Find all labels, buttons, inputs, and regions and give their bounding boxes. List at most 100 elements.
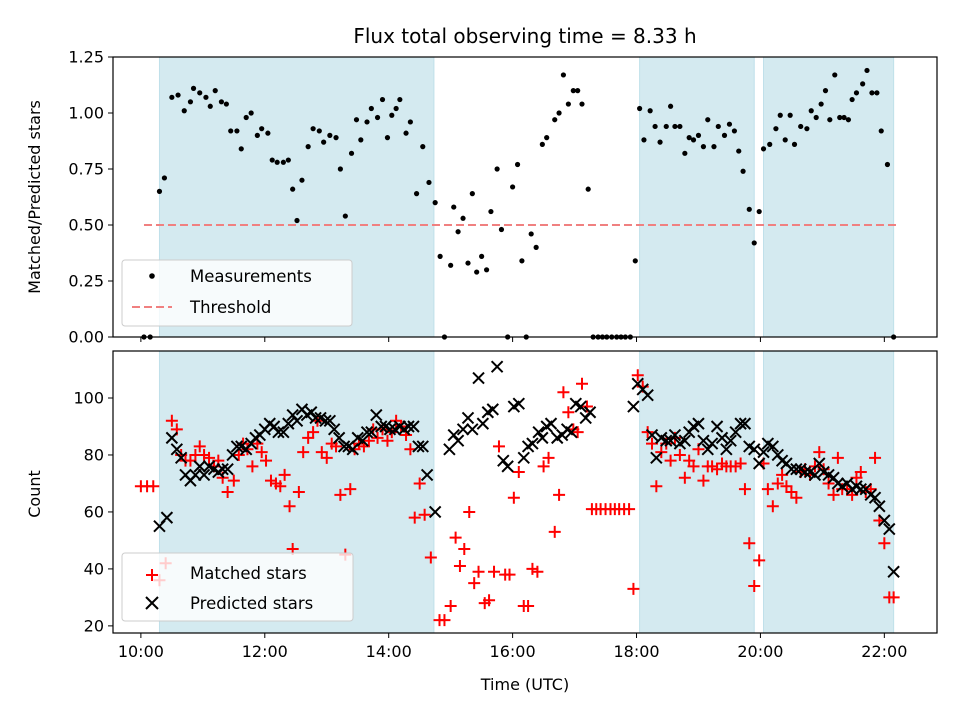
predicted-star-point	[697, 434, 710, 447]
measurement-point	[342, 213, 348, 219]
measurement-point	[519, 258, 525, 264]
measurement-point	[787, 112, 793, 118]
predicted-star-point	[532, 425, 545, 439]
matched-star-point	[790, 491, 803, 504]
y-tick-label: 20	[84, 616, 104, 635]
predicted-star-point	[375, 420, 388, 433]
measurement-point	[860, 81, 866, 87]
y-tick-label: 80	[84, 445, 104, 464]
measurement-point	[884, 161, 891, 168]
measurement-point	[426, 179, 432, 186]
measurement-point	[874, 90, 880, 96]
measurement-point	[560, 72, 567, 78]
predicted-star-point	[501, 460, 514, 473]
predicted-star-point	[360, 425, 374, 439]
y-tick-label: 0.25	[68, 272, 104, 291]
measurement-point	[469, 191, 475, 197]
legend-label-measurements: Measurements	[190, 267, 312, 286]
top-x-ticks	[140, 337, 885, 342]
measurement-point	[285, 157, 291, 163]
measurement-point	[637, 105, 643, 112]
measurement-point	[374, 114, 381, 121]
predicted-star-point	[544, 417, 558, 430]
measurement-point	[190, 85, 197, 91]
predicted-star-point	[868, 491, 882, 504]
predicted-star-point	[323, 414, 337, 427]
matched-star-point	[463, 505, 476, 518]
predicted-star-point	[230, 440, 244, 453]
predicted-star-point	[748, 443, 761, 456]
predicted-star-point	[574, 400, 587, 413]
measurement-point	[682, 150, 688, 156]
legend-plus-marker	[146, 569, 158, 581]
predicted-star-point	[461, 411, 475, 425]
y-tick-label: 1.00	[68, 104, 104, 123]
measurement-point	[393, 105, 399, 112]
measurement-point	[760, 146, 767, 152]
measurement-point	[460, 215, 466, 221]
matched-star-point	[297, 446, 310, 459]
measurement-point	[451, 204, 457, 210]
measurement-point	[652, 123, 658, 130]
measurement-point	[187, 99, 194, 105]
observing-intervals-top	[158, 56, 895, 338]
measurement-point	[579, 101, 585, 107]
measurement-point	[575, 88, 581, 94]
measurement-point	[218, 99, 225, 105]
predicted-star-point	[766, 440, 780, 453]
predicted-star-point	[370, 408, 383, 422]
top-axes-frame	[112, 56, 938, 338]
measurement-point	[299, 177, 305, 183]
measurement-point	[337, 166, 343, 172]
matched-star-point	[283, 500, 296, 513]
matched-star-point	[330, 440, 343, 453]
y-tick-label: 0.50	[68, 216, 104, 235]
top-chart-title: Flux total observing time = 8.33 h	[353, 24, 696, 48]
measurement-point	[265, 130, 271, 136]
matched-star-point	[320, 451, 333, 464]
observing-intervals-bottom	[158, 350, 895, 634]
predicted-star-point	[883, 522, 896, 536]
measurement-point	[746, 206, 752, 212]
predicted-star-point	[757, 445, 770, 459]
measurement-point	[169, 94, 175, 100]
predicted-star-point	[309, 411, 322, 425]
measurement-point	[837, 114, 843, 121]
measurement-point	[498, 226, 505, 233]
matched-star-point	[507, 491, 520, 504]
predicted-star-point	[517, 451, 530, 465]
measurement-point	[663, 123, 669, 130]
measurement-point	[565, 101, 571, 107]
matched-star-point	[553, 488, 566, 501]
predicted-star-point	[346, 443, 359, 456]
matched-star-point	[761, 483, 774, 496]
matched-star-point	[771, 477, 784, 490]
predicted-star-point	[752, 457, 766, 470]
measurement-point	[711, 144, 717, 150]
measurement-point	[721, 132, 728, 138]
matched-star-point	[260, 454, 273, 467]
measurement-point	[864, 67, 870, 74]
measurement-point	[777, 112, 783, 118]
matched-star-point	[413, 477, 426, 490]
matched-star-point	[766, 500, 779, 513]
x-tick-label: 18:00	[613, 642, 659, 661]
matched-star-point	[542, 451, 555, 464]
measurement-point	[672, 123, 678, 130]
predicted-star-point	[720, 443, 733, 456]
measurement-point	[822, 88, 829, 94]
measurement-point	[437, 253, 443, 259]
matched-star-point	[444, 599, 457, 612]
measurement-point	[203, 94, 209, 100]
predicted-star-point	[420, 468, 434, 482]
measurement-point	[348, 150, 355, 156]
bottom-axes-frame	[112, 350, 938, 634]
matched-star-point	[492, 440, 505, 453]
matched-star-point	[571, 426, 584, 439]
measurement-point	[407, 119, 413, 125]
measurement-point	[403, 130, 409, 136]
measurement-point	[657, 139, 663, 145]
measurement-point	[677, 123, 683, 130]
predicted-star-point	[272, 425, 285, 439]
matched-star-point	[344, 483, 357, 496]
